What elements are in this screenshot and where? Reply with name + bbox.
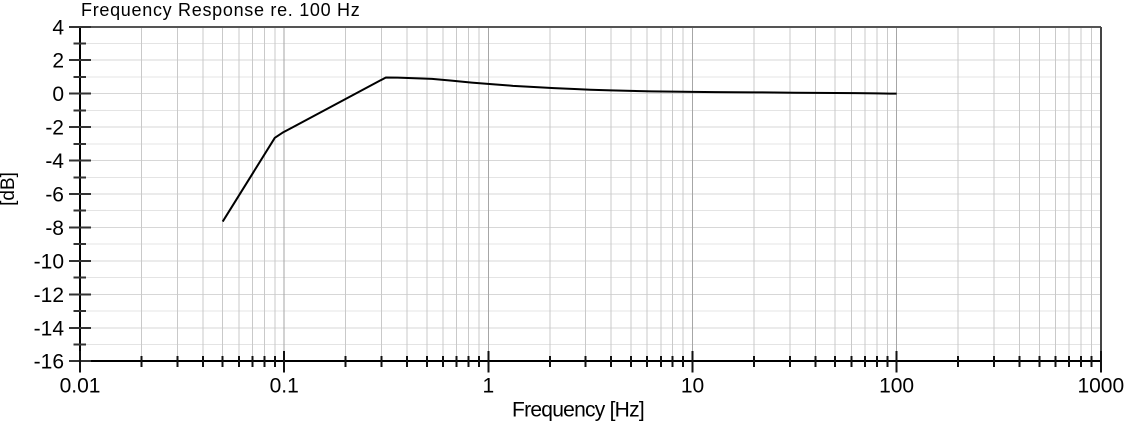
svg-text:0.1: 0.1 xyxy=(270,375,299,398)
svg-text:Frequency Response re. 100 Hz: Frequency Response re. 100 Hz xyxy=(81,0,360,20)
svg-text:-12: -12 xyxy=(34,284,64,307)
svg-text:-6: -6 xyxy=(45,184,64,207)
svg-text:-16: -16 xyxy=(34,351,64,374)
svg-text:100: 100 xyxy=(879,375,914,398)
svg-text:2: 2 xyxy=(52,50,64,73)
svg-text:-4: -4 xyxy=(45,150,64,173)
svg-text:0: 0 xyxy=(52,83,64,106)
svg-text:10: 10 xyxy=(681,375,704,398)
svg-text:0.01: 0.01 xyxy=(60,375,101,398)
svg-text:[dB]: [dB] xyxy=(0,172,19,206)
svg-text:-10: -10 xyxy=(34,250,64,273)
svg-text:1000: 1000 xyxy=(1077,375,1124,398)
svg-text:-14: -14 xyxy=(34,317,65,340)
svg-text:-8: -8 xyxy=(45,217,64,240)
svg-text:Frequency [Hz]: Frequency [Hz] xyxy=(512,398,644,421)
svg-text:1: 1 xyxy=(482,375,494,398)
svg-text:-2: -2 xyxy=(45,117,64,140)
svg-text:4: 4 xyxy=(52,16,64,39)
